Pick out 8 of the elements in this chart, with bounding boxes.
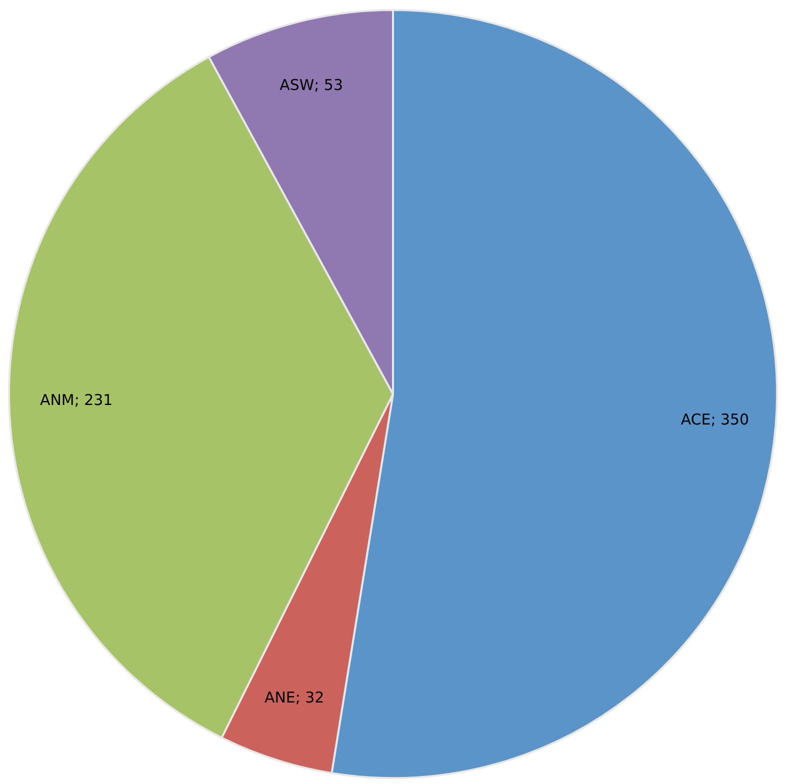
data-label: ; 53 bbox=[314, 76, 343, 94]
data-label: ; 231 bbox=[74, 391, 113, 409]
slice-label: ASW bbox=[280, 76, 314, 94]
data-label: ; 350 bbox=[710, 410, 750, 429]
slice-label: ACE bbox=[680, 410, 711, 429]
data-label: ; 32 bbox=[295, 688, 324, 706]
slice-label: ANM bbox=[40, 391, 74, 409]
slice-label: ANE bbox=[264, 688, 296, 706]
